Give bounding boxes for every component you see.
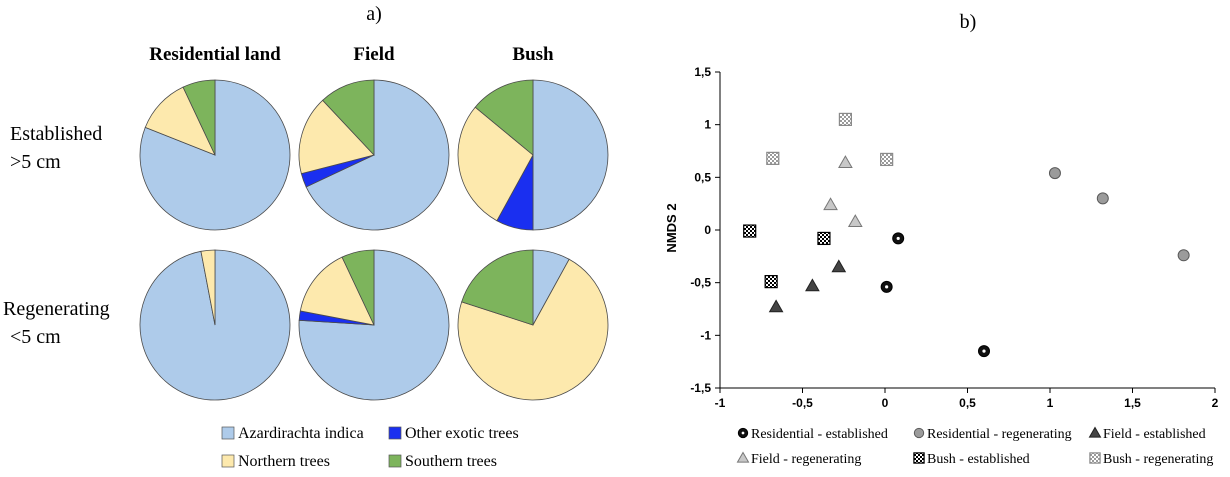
pie-slice-southern: [474, 79, 534, 156]
pie-slice-southern: [461, 249, 534, 326]
pie-1-2: [457, 249, 609, 401]
pie-panel: a) Residential land Field Bush Establish…: [3, 3, 609, 470]
legend-swatch-northern: [221, 454, 235, 468]
pie-slice-northern: [299, 256, 375, 326]
x-tick-label: 1: [1047, 396, 1054, 410]
x-tick-label: 1,5: [1124, 396, 1141, 410]
legend-label-bush-regenerating: Bush - regenerating: [1103, 452, 1213, 467]
pie-slice-azardirachta: [532, 79, 609, 231]
legend-swatch-azardirachta: [221, 426, 235, 440]
y-tick-label: 1: [704, 118, 711, 132]
pie-slice-northern: [457, 258, 609, 401]
row-heading-regenerating-line2: <5 cm: [10, 326, 61, 348]
legend-marker-bush-regenerating: [1089, 452, 1101, 464]
panel-b-label: b): [960, 11, 977, 33]
legend-label-other-exotic: Other exotic trees: [405, 425, 519, 442]
y-tick-label: 0,5: [694, 170, 711, 184]
legend-swatch-other-exotic: [388, 426, 402, 440]
y-tick-label: -1,5: [690, 381, 711, 395]
pie-0-2: [457, 79, 609, 231]
point-field-regenerating: [838, 155, 853, 168]
point-bush-established: [817, 231, 831, 246]
pie-1-0: [139, 249, 291, 401]
legend-marker-field-established: [1088, 426, 1102, 438]
legend-label-northern: Northern trees: [238, 453, 330, 470]
pie-slice-northern: [298, 99, 375, 175]
legend-label-azardirachta: Azardirachta indica: [238, 425, 364, 442]
marker-center-dot: [982, 349, 986, 353]
x-tick-label: 0,5: [959, 396, 976, 410]
scatter-panel: b) NMDS 2 1,5 1 0,5 0 -0,5 -1 -1,5 -1 -0,5 0 0,5 1 1…: [664, 11, 1219, 467]
point-field-established: [768, 299, 784, 313]
y-tick-label: 0: [704, 223, 711, 237]
y-axis-title: NMDS 2: [664, 203, 679, 252]
row-heading-established-line1: Established: [10, 123, 102, 145]
column-heading-bush: Bush: [512, 44, 554, 65]
marker-center-dot: [885, 285, 889, 289]
pie-slice-azardirachta: [305, 79, 450, 231]
pie-slice-northern: [457, 106, 534, 222]
pie-slice-azardirachta: [139, 79, 291, 231]
column-heading-residential: Residential land: [149, 44, 281, 65]
point-bush-regenerating: [880, 152, 894, 167]
legend-label-field-regenerating: Field - regenerating: [751, 452, 861, 467]
legend-label-field-established: Field - established: [1103, 427, 1206, 442]
x-tick-label: -1: [715, 396, 726, 410]
point-bush-established: [743, 224, 757, 238]
point-bush-established: [764, 275, 778, 289]
y-tick-label: -1: [700, 328, 711, 342]
y-tick-label: -0,5: [690, 276, 711, 290]
point-field-regenerating: [847, 214, 863, 227]
y-tick-label: 1,5: [694, 65, 711, 79]
point-residential-regenerating: [1048, 167, 1061, 180]
legend-marker-residential-regenerating: [913, 427, 925, 439]
point-residential-regenerating: [1177, 249, 1190, 262]
point-residential-regenerating: [1096, 192, 1109, 205]
x-tick-label: -0,5: [792, 396, 813, 410]
legend-label-residential-established: Residential - established: [751, 427, 888, 442]
row-heading-established-line2: >5 cm: [10, 151, 61, 173]
panel-a-label: a): [366, 3, 382, 25]
point-bush-regenerating: [766, 151, 780, 165]
x-tick-label: 0: [882, 396, 889, 410]
pie-legend: Azardirachta indica Other exotic trees N…: [221, 425, 519, 470]
pie-1-1: [298, 249, 450, 401]
legend-label-southern: Southern trees: [405, 453, 497, 470]
x-tick-label: 2: [1212, 396, 1219, 410]
column-heading-field: Field: [353, 44, 395, 65]
pie-0-1: [298, 79, 450, 231]
point-field-established: [831, 259, 847, 273]
legend-label-residential-regenerating: Residential - regenerating: [927, 427, 1072, 442]
pie-0-0: [139, 79, 291, 231]
row-heading-regenerating-line1: Regenerating: [3, 298, 110, 320]
point-field-regenerating: [823, 197, 838, 211]
pie-slice-southern: [341, 249, 375, 326]
point-bush-regenerating: [838, 112, 853, 127]
legend-swatch-southern: [388, 454, 402, 468]
pie-slice-southern: [182, 79, 216, 156]
pie-slice-northern: [200, 249, 216, 326]
legend-marker-field-regenerating: [736, 451, 750, 463]
marker-center-dot: [741, 431, 745, 435]
legend-marker-bush-established: [913, 452, 925, 464]
pie-slice-southern: [322, 79, 375, 157]
marker-center-dot: [896, 236, 900, 241]
legend-label-bush-established: Bush - established: [927, 452, 1030, 467]
pie-slice-azardirachta: [298, 249, 450, 401]
point-field-established: [805, 278, 820, 292]
